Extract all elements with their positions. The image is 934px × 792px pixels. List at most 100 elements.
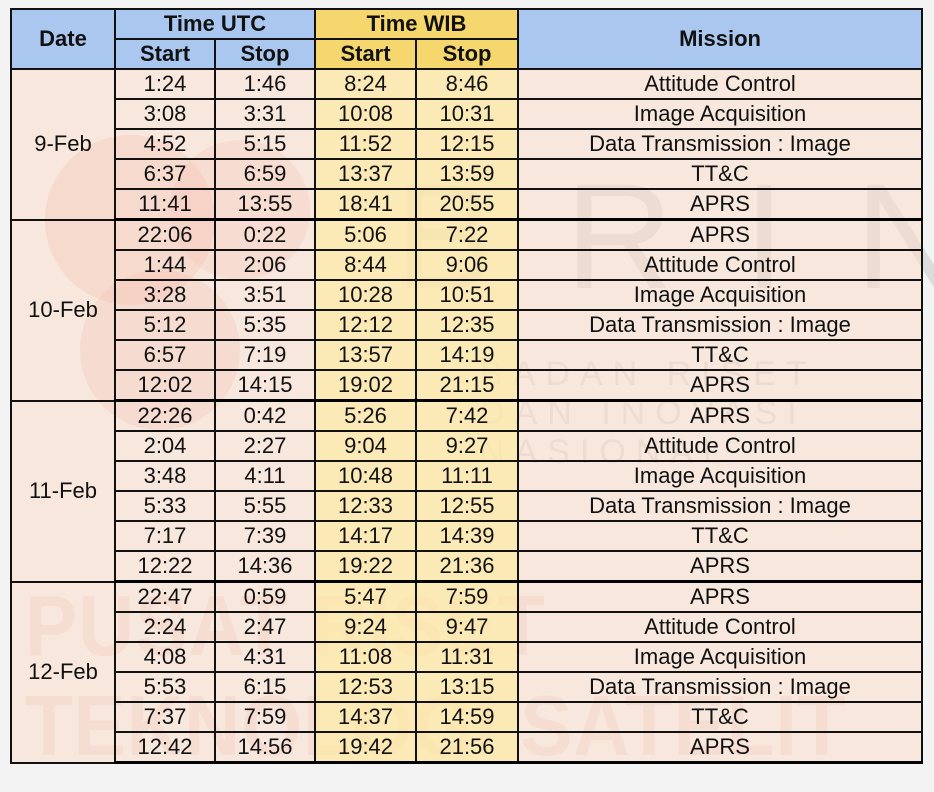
table-row: 12:42 14:56 19:42 21:56 APRS [11,731,924,764]
utc-start-cell: 7:17 [114,520,216,552]
header-utc-stop: Stop [214,38,316,70]
utc-stop-cell: 14:56 [214,731,316,764]
wib-stop-cell: 21:36 [414,550,520,583]
wib-stop-cell: 21:56 [414,731,520,764]
wib-start-cell: 10:08 [314,98,417,130]
utc-start-cell: 3:48 [114,460,216,492]
header-utc-start: Start [114,38,216,70]
mission-cell: TT&C [517,520,924,552]
table-row: 6:37 6:59 13:37 13:59 TT&C [11,158,924,190]
table-row: 3:08 3:31 10:08 10:31 Image Acquisition [11,98,924,130]
wib-stop-cell: 7:59 [414,580,520,613]
wib-stop-cell: 11:31 [414,641,520,673]
wib-stop-cell: 14:59 [414,701,520,733]
wib-stop-cell: 9:06 [414,249,520,281]
wib-stop-cell: 14:19 [414,339,520,371]
utc-start-cell: 22:26 [114,399,216,432]
utc-stop-cell: 14:36 [214,550,316,583]
utc-stop-cell: 6:59 [214,158,316,190]
wib-start-cell: 12:12 [314,309,417,341]
wib-stop-cell: 12:55 [414,490,520,522]
table-row: 11:41 13:55 18:41 20:55 APRS [11,188,924,221]
table-row: 12-Feb 22:47 0:59 5:47 7:59 APRS [10,580,924,764]
utc-stop-cell: 3:51 [214,279,316,311]
wib-start-cell: 10:28 [314,279,417,311]
wib-start-cell: 12:33 [314,490,417,522]
wib-start-cell: 19:02 [314,369,417,402]
wib-start-cell: 13:57 [314,339,417,371]
utc-start-cell: 6:57 [114,339,216,371]
utc-stop-cell: 5:55 [214,490,316,522]
utc-start-cell: 4:08 [114,641,216,673]
mission-cell: APRS [517,550,924,583]
utc-start-cell: 7:37 [114,701,216,733]
utc-stop-cell: 2:47 [214,611,316,643]
wib-start-cell: 5:26 [314,399,417,432]
wib-start-cell: 5:06 [314,218,417,251]
schedule-table: Date Time UTC Time WIB Mission Start Sto… [10,8,924,764]
mission-cell: APRS [517,580,924,613]
mission-cell: APRS [517,369,924,402]
utc-start-cell: 12:22 [114,550,216,583]
wib-stop-cell: 12:15 [414,128,520,160]
date-cell: 9-Feb [10,68,116,221]
mission-cell: Attitude Control [517,68,924,100]
utc-start-cell: 5:53 [114,671,216,703]
utc-start-cell: 11:41 [114,188,216,221]
wib-start-cell: 9:24 [314,611,417,643]
wib-start-cell: 10:48 [314,460,417,492]
utc-start-cell: 22:06 [114,218,216,251]
utc-start-cell: 3:28 [114,279,216,311]
wib-stop-cell: 10:51 [414,279,520,311]
utc-start-cell: 1:44 [114,249,216,281]
wib-start-cell: 8:24 [314,68,417,100]
utc-start-cell: 4:52 [114,128,216,160]
date-cell: 11-Feb [10,399,116,583]
mission-cell: Attitude Control [517,430,924,462]
wib-start-cell: 9:04 [314,430,417,462]
wib-stop-cell: 20:55 [414,188,520,221]
table-row: 4:52 5:15 11:52 12:15 Data Transmission : Im… [11,128,924,160]
wib-start-cell: 19:42 [314,731,417,764]
utc-start-cell: 2:04 [114,430,216,462]
table-row: 4:08 4:31 11:08 11:31 Image Acquisition [11,641,924,673]
wib-stop-cell: 11:11 [414,460,520,492]
wib-stop-cell: 12:35 [414,309,520,341]
utc-stop-cell: 7:59 [214,701,316,733]
utc-stop-cell: 1:46 [214,68,316,100]
utc-stop-cell: 2:27 [214,430,316,462]
mission-cell: Data Transmission : Image [517,671,924,703]
utc-stop-cell: 6:15 [214,671,316,703]
wib-stop-cell: 8:46 [414,68,520,100]
wib-stop-cell: 13:15 [414,671,520,703]
mission-cell: APRS [517,731,924,764]
table-row: 3:48 4:11 10:48 11:11 Image Acquisition [11,460,924,492]
header-date: Date [10,8,116,70]
utc-stop-cell: 13:55 [214,188,316,221]
utc-stop-cell: 0:59 [214,580,316,613]
utc-start-cell: 6:37 [114,158,216,190]
mission-cell: APRS [517,188,924,221]
header-wib-start: Start [314,38,417,70]
wib-stop-cell: 10:31 [414,98,520,130]
header-wib-stop: Stop [414,38,520,70]
utc-stop-cell: 5:35 [214,309,316,341]
wib-start-cell: 14:37 [314,701,417,733]
utc-stop-cell: 7:39 [214,520,316,552]
wib-stop-cell: 9:47 [414,611,520,643]
mission-cell: Image Acquisition [517,460,924,492]
wib-start-cell: 5:47 [314,580,417,613]
wib-stop-cell: 9:27 [414,430,520,462]
table-row: 2:24 2:47 9:24 9:47 Attitude Control [11,611,924,643]
table-row: 5:33 5:55 12:33 12:55 Data Transmission : Im… [11,490,924,522]
header-time-wib: Time WIB [313,8,520,40]
wib-start-cell: 14:17 [314,520,417,552]
mission-cell: Image Acquisition [517,98,924,130]
utc-start-cell: 2:24 [114,611,216,643]
mission-cell: Image Acquisition [517,641,924,673]
utc-stop-cell: 3:31 [214,98,316,130]
table-row: 2:04 2:27 9:04 9:27 Attitude Control [11,430,924,462]
mission-cell: Data Transmission : Image [517,128,924,160]
header-time-utc: Time UTC [114,8,316,40]
utc-start-cell: 5:33 [114,490,216,522]
